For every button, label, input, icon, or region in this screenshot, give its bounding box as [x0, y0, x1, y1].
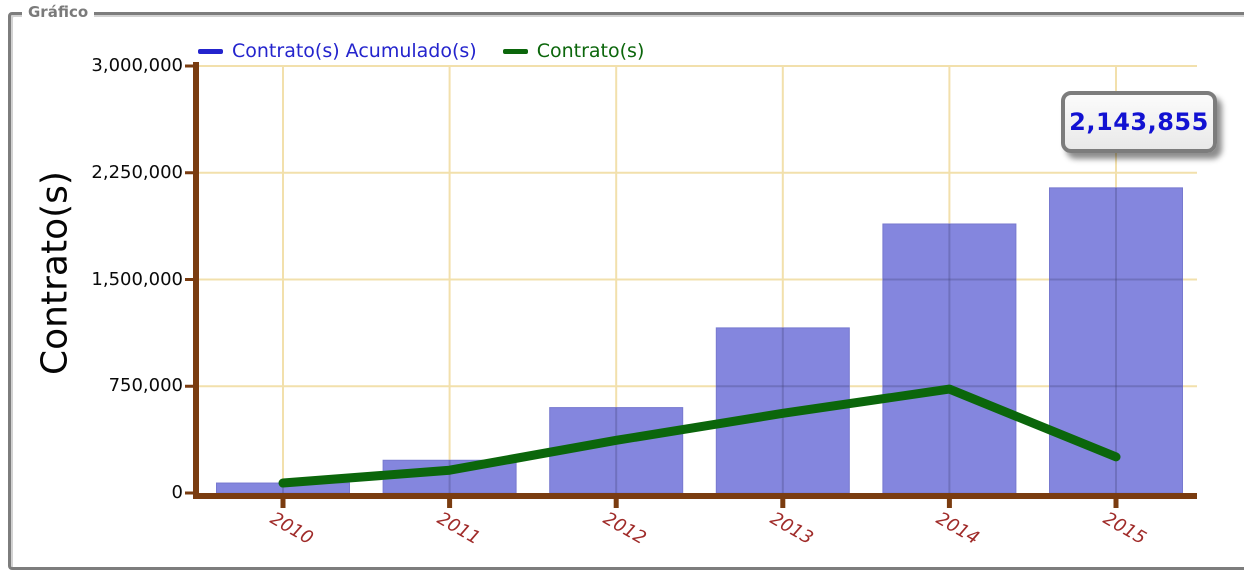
y-tick-mark — [185, 64, 193, 68]
legend-swatch-bar-series — [198, 48, 223, 54]
legend-item-contrato: Contrato(s) — [502, 40, 645, 62]
legend-swatch-line-series — [502, 48, 528, 54]
x-tick-mark — [780, 499, 786, 508]
y-tick-mark — [185, 171, 193, 175]
y-tick-mark — [185, 491, 193, 495]
bar-2014[interactable] — [882, 223, 1017, 494]
x-tick-mark — [280, 499, 286, 508]
y-axis-tick-label: 0 — [171, 482, 183, 503]
x-tick-mark — [447, 499, 453, 508]
y-tick-mark — [185, 384, 193, 388]
y-axis-tick-label: 750,000 — [108, 375, 183, 397]
value-callout-text: 2,143,855 — [1069, 108, 1209, 136]
x-tick-mark — [946, 499, 952, 508]
y-axis-tick-label: 3,000,000 — [91, 55, 183, 76]
y-axis-line — [193, 62, 199, 499]
legend-label-contrato: Contrato(s) — [536, 40, 645, 62]
fieldset-title: Gráfico — [22, 3, 95, 21]
y-tick-mark — [185, 278, 193, 281]
y-axis-tick-label: 2,250,000 — [91, 161, 183, 183]
x-axis-line — [193, 493, 1197, 499]
chart-legend: Contrato(s) Acumulado(s) Contrato(s) — [198, 38, 644, 64]
y-axis-tick-label: 1,500,000 — [91, 268, 183, 290]
value-callout: 2,143,855 — [1061, 91, 1217, 153]
contracts-line — [278, 384, 1121, 488]
legend-label-acumulado: Contrato(s) Acumulado(s) — [232, 40, 477, 62]
x-tick-mark — [1113, 499, 1119, 508]
legend-item-acumulado: Contrato(s) Acumulado(s) — [198, 40, 477, 62]
x-tick-mark — [613, 499, 619, 508]
